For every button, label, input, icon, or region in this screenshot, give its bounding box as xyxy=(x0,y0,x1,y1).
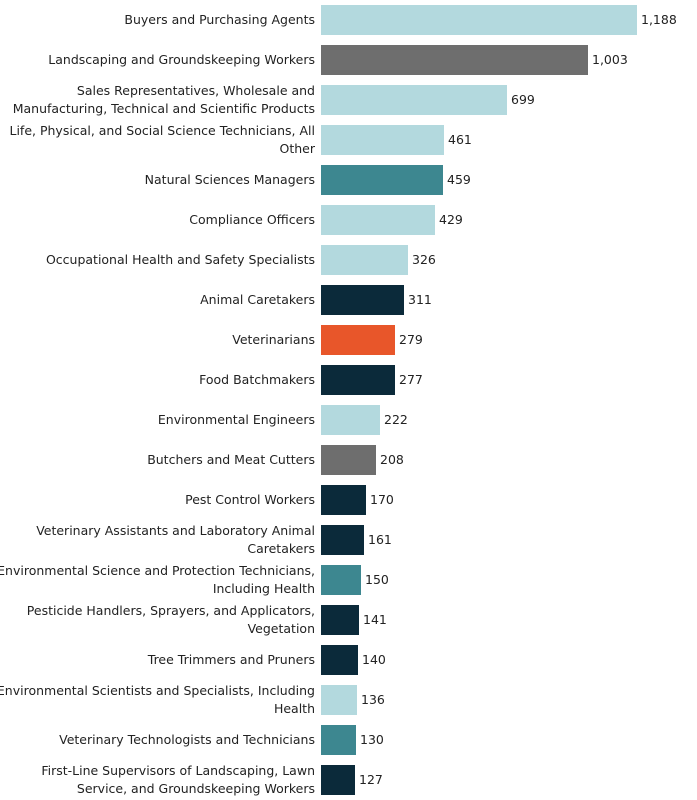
value-label: 459 xyxy=(447,172,471,187)
category-label: Natural Sciences Managers xyxy=(0,171,315,189)
category-label-line: Veterinary Technologists and Technicians xyxy=(59,732,315,747)
category-label: Sales Representatives, Wholesale and Manu… xyxy=(0,82,315,118)
category-label-line: Environmental Scientists and Specialists… xyxy=(0,683,315,698)
category-label: Life, Physical, and Social Science Techn… xyxy=(0,122,316,158)
category-label: Occupational Health and Safety Specialis… xyxy=(0,251,315,269)
bar xyxy=(321,525,364,555)
category-label: Environmental Engineers xyxy=(0,411,315,429)
value-label: 208 xyxy=(380,452,404,467)
category-label: Environmental Scientists and Specialists… xyxy=(0,682,315,718)
category-label-line: Service, and Groundskeeping Workers xyxy=(76,781,315,796)
category-label: Landscaping and Groundskeeping Workers xyxy=(0,51,315,69)
bar xyxy=(321,685,357,715)
bar xyxy=(321,245,408,275)
category-label-line: Butchers and Meat Cutters xyxy=(147,452,315,467)
bar xyxy=(321,445,376,475)
category-label-line: Life, Physical, and Social Science Techn… xyxy=(9,123,316,138)
bar xyxy=(321,285,404,315)
value-label: 326 xyxy=(412,252,436,267)
category-label: Animal Caretakers xyxy=(0,291,315,309)
category-label: Pesticide Handlers, Sprayers, and Applic… xyxy=(0,602,315,638)
category-label-line: Food Batchmakers xyxy=(199,372,315,387)
category-label: Veterinary Technologists and Technicians xyxy=(0,731,315,749)
value-label: 161 xyxy=(368,532,392,547)
bar xyxy=(321,405,380,435)
bar xyxy=(321,325,395,355)
bar xyxy=(321,485,366,515)
value-label: 311 xyxy=(408,292,432,307)
value-label: 461 xyxy=(448,132,472,147)
category-label-line: Vegetation xyxy=(247,621,315,636)
value-label: 699 xyxy=(511,92,535,107)
category-label-line: Including Health xyxy=(212,581,315,596)
category-label-line: Veterinary Assistants and Laboratory Ani… xyxy=(36,523,315,538)
value-label: 429 xyxy=(439,212,463,227)
bar xyxy=(321,365,395,395)
category-label-line: Landscaping and Groundskeeping Workers xyxy=(48,52,315,67)
value-label: 1,003 xyxy=(592,52,628,67)
bar xyxy=(321,725,356,755)
category-label-line: Health xyxy=(273,701,315,716)
bar xyxy=(321,765,355,795)
bar xyxy=(321,5,637,35)
category-label-line: First-Line Supervisors of Landscaping, L… xyxy=(41,763,315,778)
category-label-line: Manufacturing, Technical and Scientific … xyxy=(12,101,315,116)
value-label: 136 xyxy=(361,692,385,707)
bar xyxy=(321,165,443,195)
category-label: Buyers and Purchasing Agents xyxy=(0,11,315,29)
category-label: Veterinary Assistants and Laboratory Ani… xyxy=(0,522,315,558)
value-label: 1,188 xyxy=(641,12,677,27)
bar xyxy=(321,645,358,675)
category-label: Food Batchmakers xyxy=(0,371,315,389)
category-label: Tree Trimmers and Pruners xyxy=(0,651,315,669)
category-label: Veterinarians xyxy=(0,331,315,349)
value-label: 222 xyxy=(384,412,408,427)
bar xyxy=(321,565,361,595)
category-label: Compliance Officers xyxy=(0,211,315,229)
value-label: 170 xyxy=(370,492,394,507)
category-label-line: Environmental Science and Protection Tec… xyxy=(0,563,315,578)
category-label-line: Environmental Engineers xyxy=(157,412,315,427)
category-label-line: Caretakers xyxy=(247,541,315,556)
value-label: 150 xyxy=(365,572,389,587)
category-label-line: Animal Caretakers xyxy=(200,292,315,307)
category-label-line: Buyers and Purchasing Agents xyxy=(124,12,315,27)
category-label: Pest Control Workers xyxy=(0,491,315,509)
category-label-line: Pesticide Handlers, Sprayers, and Applic… xyxy=(26,603,315,618)
category-label: First-Line Supervisors of Landscaping, L… xyxy=(0,762,315,798)
bar xyxy=(321,205,435,235)
category-label-line: Other xyxy=(279,141,316,156)
value-label: 127 xyxy=(359,772,383,787)
value-label: 130 xyxy=(360,732,384,747)
category-label: Environmental Science and Protection Tec… xyxy=(0,562,315,598)
category-label-line: Sales Representatives, Wholesale and xyxy=(76,83,315,98)
category-label-line: Natural Sciences Managers xyxy=(144,172,315,187)
bar xyxy=(321,85,507,115)
bar xyxy=(321,605,359,635)
category-label-line: Veterinarians xyxy=(232,332,315,347)
category-label-line: Tree Trimmers and Pruners xyxy=(147,652,315,667)
bar xyxy=(321,45,588,75)
category-label-line: Occupational Health and Safety Specialis… xyxy=(45,252,315,267)
category-label: Butchers and Meat Cutters xyxy=(0,451,315,469)
category-label-line: Compliance Officers xyxy=(189,212,315,227)
category-label-line: Pest Control Workers xyxy=(185,492,315,507)
bar xyxy=(321,125,444,155)
value-label: 141 xyxy=(363,612,387,627)
value-label: 140 xyxy=(362,652,386,667)
value-label: 279 xyxy=(399,332,423,347)
value-label: 277 xyxy=(399,372,423,387)
